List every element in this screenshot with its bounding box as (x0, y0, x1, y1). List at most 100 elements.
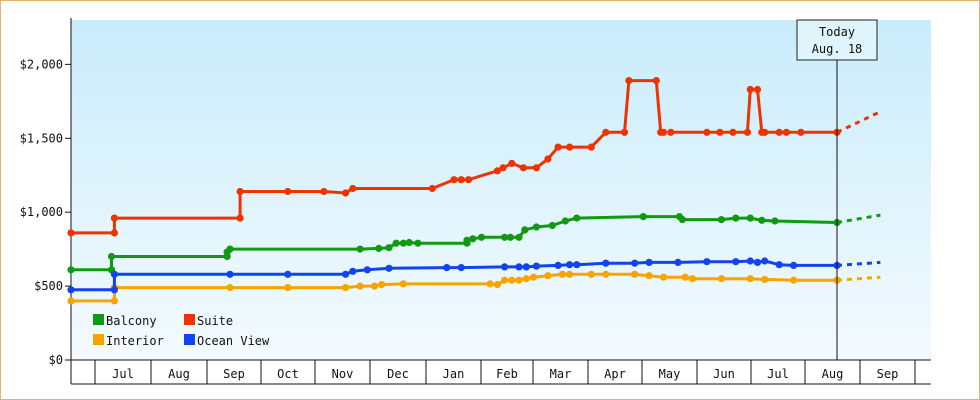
suite-point (464, 176, 473, 184)
suite-point (620, 128, 629, 136)
interior-point (660, 273, 668, 281)
balcony-point (226, 245, 234, 253)
x-axis-ticks: Jul Aug Sep Oct Nov Dec Jan Feb Mar Apr May Jun Jul A… (94, 360, 916, 384)
y-tick-label: $500 (34, 279, 63, 293)
ocean-view-point (761, 257, 769, 265)
suite-point (716, 128, 724, 136)
balcony-point (732, 214, 740, 222)
y-tick-label: $1,500 (20, 131, 63, 145)
balcony-point (501, 233, 509, 241)
suite-point (342, 189, 350, 197)
suite-point (349, 184, 357, 193)
interior-point (529, 273, 538, 281)
suite-point (428, 184, 436, 193)
suite-point (797, 128, 805, 136)
interior-point (790, 276, 798, 284)
suite-point (519, 164, 528, 172)
ocean-view-point (703, 258, 711, 266)
ocean-view-point (631, 259, 639, 267)
x-tick-label: May (659, 367, 681, 381)
ocean-view-point (515, 263, 523, 271)
x-tick-label: Feb (496, 367, 518, 381)
today-label: Today (819, 25, 855, 39)
interior-point (226, 284, 234, 292)
x-tick-label: Nov (332, 367, 354, 381)
ocean-view-point (566, 261, 574, 269)
today-box (796, 19, 878, 61)
y-tick-label: $2,000 (20, 57, 63, 71)
interior-point (522, 275, 530, 283)
balcony-point (758, 216, 766, 224)
y-tick-label: $0 (49, 353, 63, 367)
x-tick-label: Jul (767, 367, 789, 381)
ocean-view-point (284, 270, 292, 278)
balcony-point (375, 244, 383, 252)
balcony-point (67, 266, 75, 274)
balcony-point (107, 252, 116, 261)
ocean-view-point (753, 258, 762, 266)
ocean-view-point (674, 258, 682, 266)
ocean-view-point (501, 263, 509, 271)
x-tick-label: Apr (604, 367, 626, 381)
interior-point (501, 276, 509, 284)
y-axis-ticks: $0 $500 $1,000 $1,500 $2,000 (20, 57, 71, 367)
balcony-point (746, 214, 754, 222)
interior-point (717, 275, 726, 283)
interior-point (284, 284, 292, 292)
balcony-point (356, 245, 364, 253)
ocean-view-point (67, 286, 75, 294)
balcony-point (463, 236, 471, 244)
interior-point (110, 297, 118, 305)
suite-point (587, 143, 595, 151)
interior-point (544, 272, 552, 280)
balcony-point (548, 221, 556, 230)
suite-point (110, 214, 118, 222)
suite-point (660, 128, 668, 136)
interior-point (342, 284, 350, 292)
balcony-point (678, 216, 687, 224)
x-tick-label: Aug (168, 367, 190, 381)
ocean-view-point (554, 261, 562, 269)
ocean-view-point (443, 264, 451, 272)
interior-point (486, 280, 494, 288)
ocean-view-forecast-line (836, 260, 881, 267)
interior-point (378, 281, 386, 289)
interior-point (399, 280, 407, 288)
balcony-point (771, 217, 779, 225)
suite-point (753, 85, 762, 94)
balcony-point (532, 223, 541, 231)
suite-point (457, 176, 465, 184)
ocean-view-point (732, 258, 740, 266)
ocean-view-point (775, 261, 783, 269)
ocean-view-point (573, 261, 581, 269)
balcony-point (506, 233, 514, 241)
series-lines (67, 77, 882, 305)
balcony-point (639, 213, 647, 221)
interior-point (602, 270, 610, 278)
ocean-view-point (532, 262, 541, 270)
ocean-view-point (349, 267, 357, 275)
today-date: Aug. 18 (812, 42, 863, 56)
suite-point (499, 164, 507, 172)
interior-point (761, 275, 769, 283)
suite-point (284, 187, 292, 196)
suite-point (652, 77, 660, 85)
ocean-view-point (385, 264, 393, 272)
ocean-view-point (790, 261, 798, 269)
suite-point (532, 164, 541, 172)
ocean-view-point (342, 270, 350, 278)
balcony-point (405, 238, 413, 247)
legend-swatch-ocean-view (184, 334, 195, 345)
balcony-point (392, 239, 400, 247)
interior-point (356, 282, 364, 290)
suite-point (566, 143, 574, 151)
ocean-view-point (457, 264, 465, 272)
balcony-point (573, 214, 581, 222)
interior-point (508, 276, 516, 284)
suite-point (236, 187, 244, 196)
plot-area (71, 20, 931, 360)
suite-point (703, 128, 711, 136)
suite-point (508, 159, 516, 167)
x-tick-label: Jun (713, 367, 735, 381)
